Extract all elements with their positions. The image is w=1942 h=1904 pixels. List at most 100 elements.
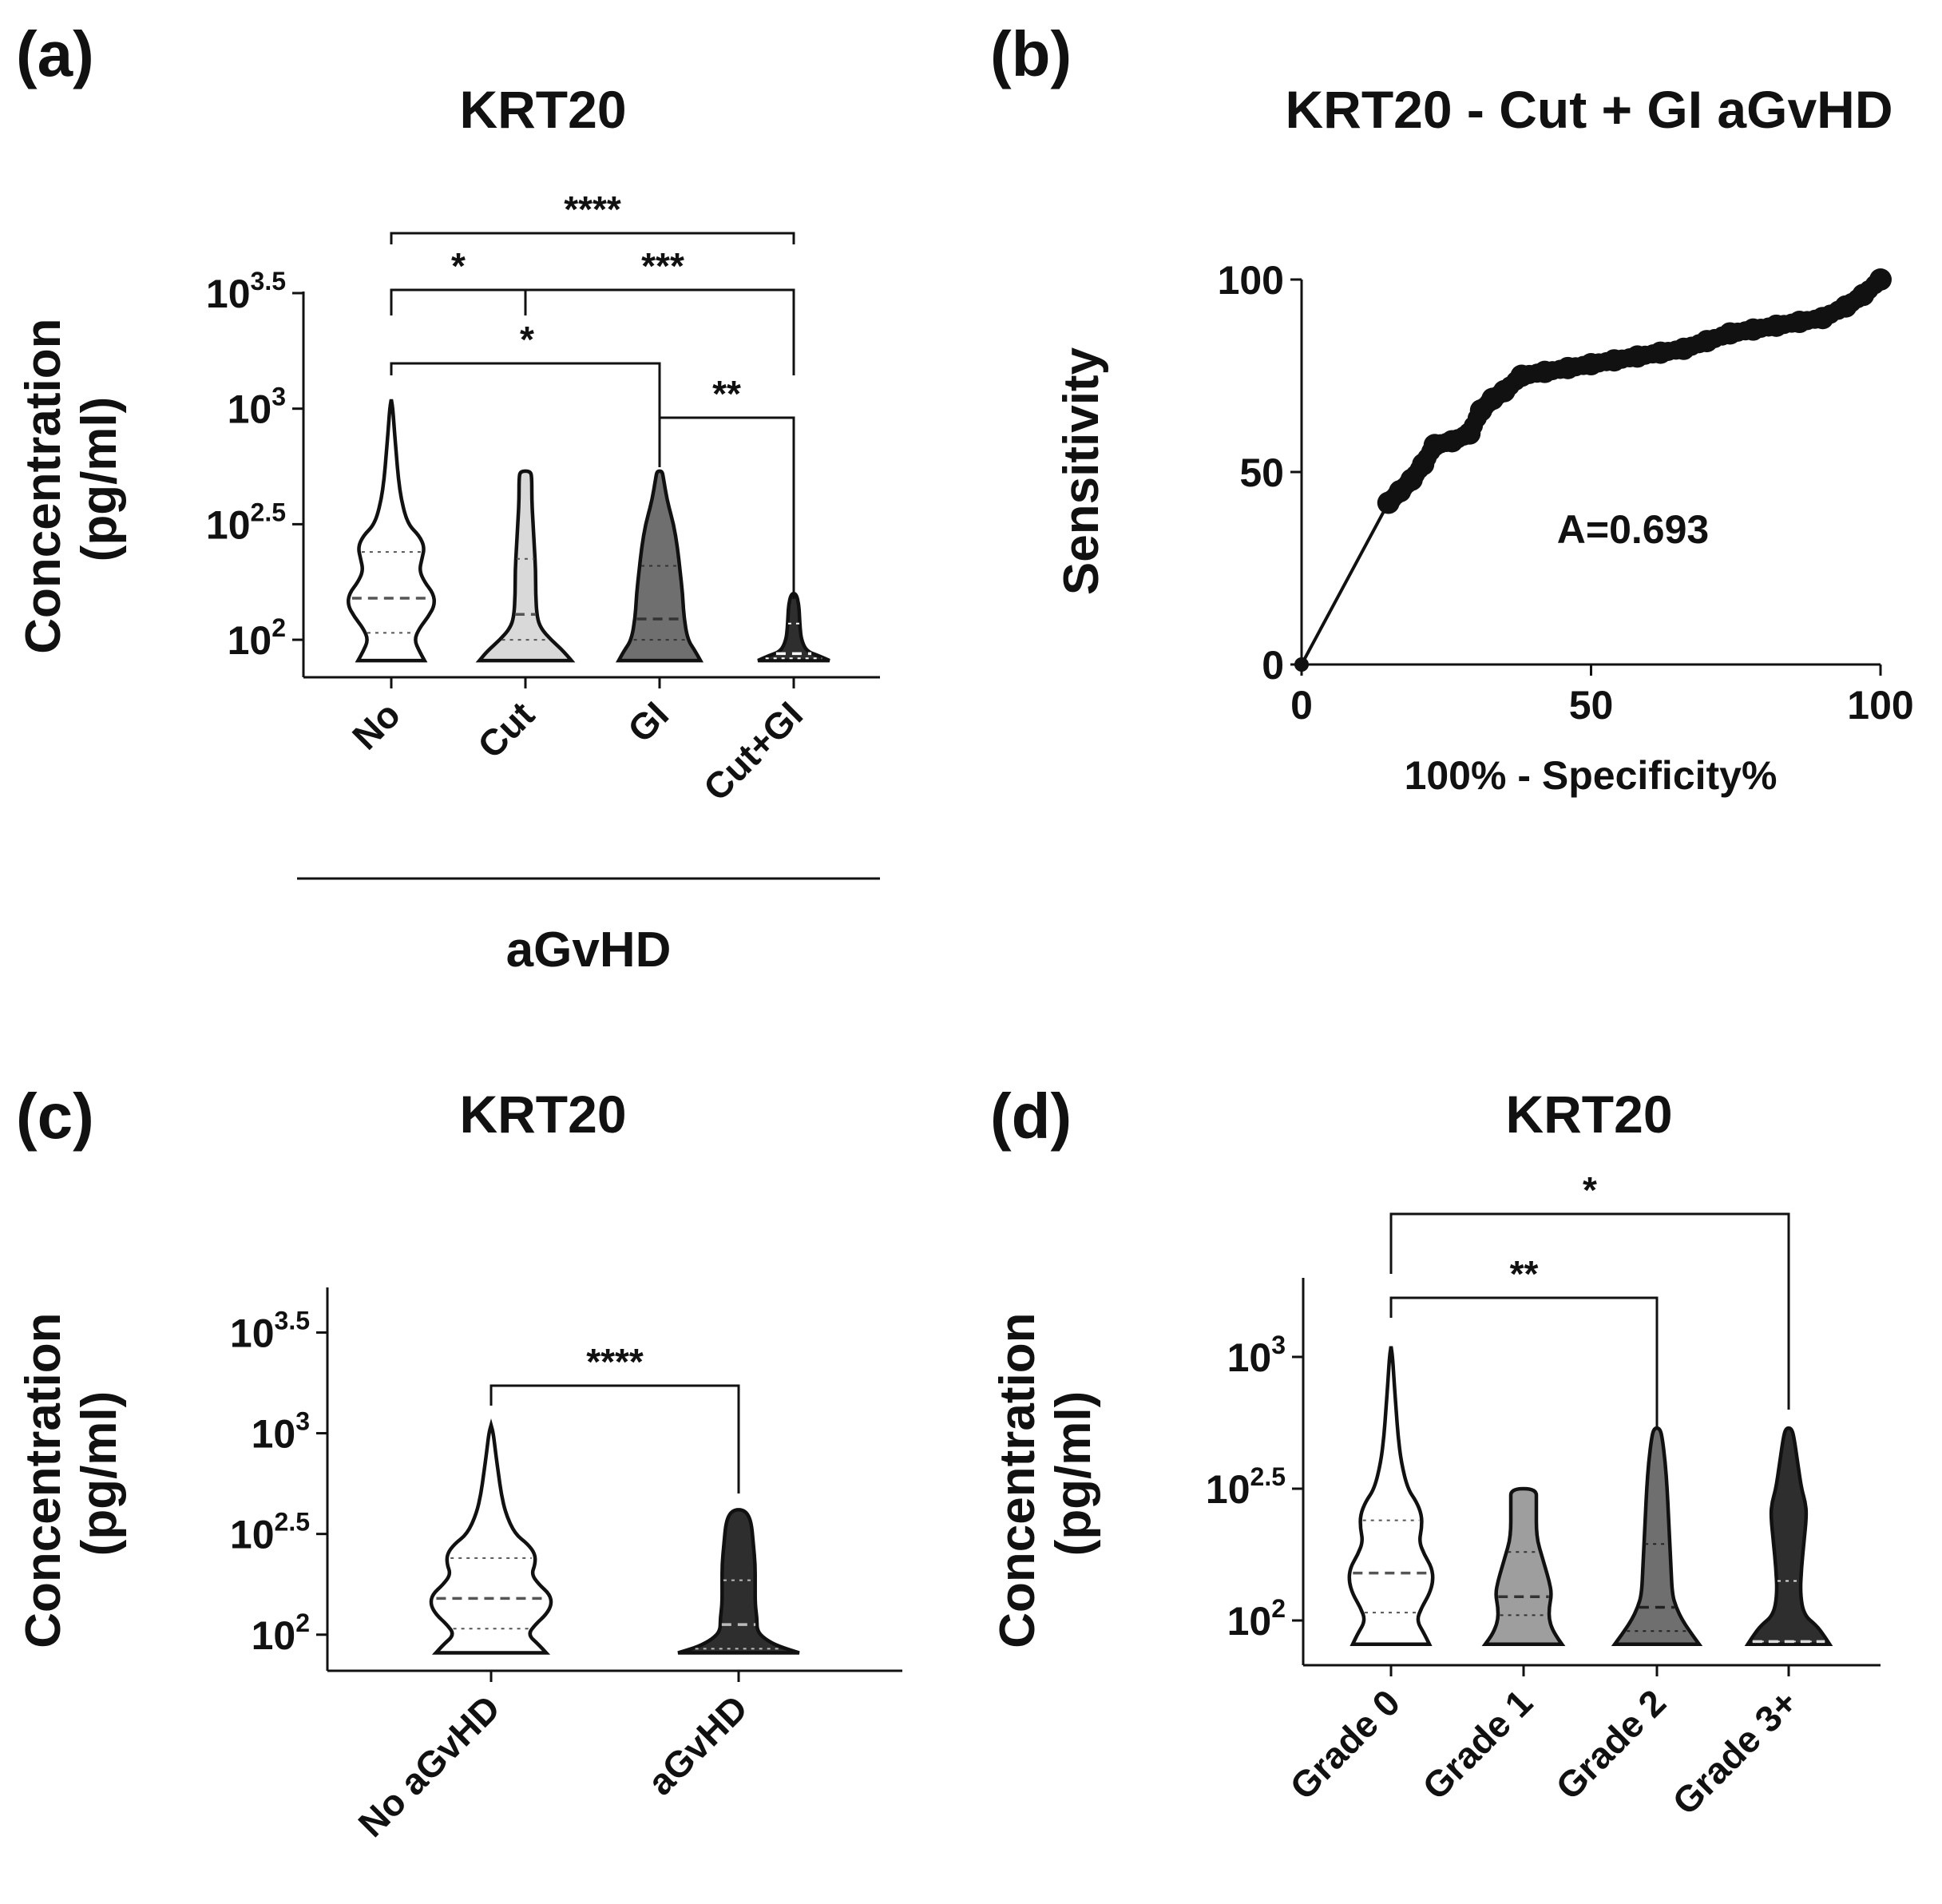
ytick-exponent: 2.5	[1250, 1462, 1286, 1491]
significance-label: *	[520, 319, 534, 360]
panel-d-violins	[1347, 1346, 1833, 1646]
ytick-base: 10	[230, 1513, 275, 1557]
category-label: No aGvHD	[350, 1687, 508, 1845]
panel-a-ylabel-line2: (pg/ml)	[72, 397, 127, 562]
panel-b-axes	[1300, 280, 1881, 666]
ytick-base: 10	[228, 387, 272, 432]
panel-a-ylabel: Concentration (pg/ml)	[16, 304, 127, 653]
ytick-base: 10	[252, 1412, 296, 1457]
panel-a-ylabel-line1: Concentration	[16, 319, 71, 654]
violin-cut	[475, 469, 576, 663]
bracket-line	[1389, 1212, 1790, 1410]
category-label: Grade 0	[1282, 1681, 1408, 1807]
violin-no	[347, 399, 436, 663]
ytick-label: 103.5	[230, 1306, 310, 1355]
panel-c-axes	[326, 1287, 902, 1672]
violin-body	[347, 399, 436, 663]
significance-bracket: ****	[489, 1341, 740, 1493]
significance-label: *	[1583, 1169, 1597, 1211]
xtick-label: 50	[1569, 683, 1614, 728]
category-label: GI	[620, 693, 676, 750]
ytick-label: 103	[1227, 1331, 1286, 1380]
significance-bracket: *	[1389, 1169, 1790, 1410]
violin-cut-gi	[757, 591, 830, 663]
panel-b-title: KRT20 - Cut + GI aGvHD	[1286, 80, 1893, 139]
violin-grade-1	[1481, 1486, 1566, 1646]
panel-c-title: KRT20	[459, 1085, 626, 1144]
violin-body	[677, 1508, 800, 1655]
ytick-label: 102	[252, 1608, 310, 1658]
panel-d-axes	[1302, 1278, 1881, 1667]
ytick-exponent: 2.5	[275, 1508, 310, 1537]
bracket-line	[390, 362, 661, 467]
panel-c-significance: ****	[489, 1341, 740, 1493]
panel-a-violins	[347, 399, 830, 663]
ytick-base: 10	[1206, 1467, 1250, 1512]
panel-b-ylabel: Sensitivity	[1054, 347, 1109, 595]
significance-bracket: *	[390, 319, 661, 467]
ytick-exponent: 2	[295, 1608, 310, 1637]
xtick-label: 100	[1847, 683, 1913, 728]
panel-a-title: KRT20	[459, 80, 626, 139]
ytick-exponent: 3	[1271, 1331, 1286, 1359]
ytick-base: 10	[228, 618, 272, 663]
significance-label: ****	[586, 1341, 644, 1382]
significance-bracket: **	[1389, 1253, 1659, 1430]
panel-b-ticks: 0 50 100 0 50 100	[1218, 258, 1914, 728]
bracket-line	[489, 1384, 740, 1493]
significance-bracket: *	[390, 245, 527, 315]
panel-d-significance: ***	[1389, 1169, 1790, 1430]
violin-body	[475, 469, 576, 663]
ytick-exponent: 3	[295, 1407, 310, 1436]
category-label: No	[344, 693, 408, 757]
bracket-line	[658, 416, 795, 599]
ytick-exponent: 2	[1271, 1594, 1286, 1623]
panel-a-significance: ***** ******	[390, 188, 795, 599]
significance-label: ***	[641, 245, 684, 287]
panel-c-category-labels: No aGvHD aGvHD	[350, 1671, 755, 1845]
ytick-base: 10	[206, 272, 251, 316]
significance-bracket: ***	[524, 245, 795, 375]
significance-label: **	[1510, 1253, 1539, 1295]
roc-line	[1300, 278, 1882, 665]
roc-point	[1294, 657, 1309, 672]
violin-grade-2	[1611, 1426, 1703, 1646]
panel-b-auc-annotation: A=0.693	[1557, 507, 1709, 552]
violin-body	[1481, 1486, 1566, 1646]
panel-a: (a) KRT20 Concentration (pg/ml) 103.5103…	[16, 18, 880, 978]
significance-label: **	[712, 373, 741, 415]
significance-label: *	[451, 245, 466, 287]
roc-point	[1869, 268, 1892, 291]
panel-d-ylabel: Concentration (pg/ml)	[990, 1299, 1101, 1648]
ytick-label: 102.5	[206, 498, 286, 547]
panel-d-letter: (d)	[990, 1081, 1072, 1152]
panel-c-ylabel: Concentration (pg/ml)	[16, 1299, 127, 1648]
category-label: Grade 3+	[1664, 1681, 1805, 1823]
ytick-exponent: 3.5	[251, 267, 286, 296]
category-label: Cut+GI	[696, 693, 810, 808]
ytick-exponent: 2	[271, 613, 286, 642]
ytick-label: 0	[1262, 643, 1284, 688]
ytick-label: 102	[228, 613, 286, 663]
panel-a-xlabel: aGvHD	[506, 922, 672, 978]
ytick-exponent: 2.5	[251, 498, 286, 526]
panel-b-roc-curve	[1294, 268, 1892, 672]
bracket-line	[390, 232, 795, 244]
violin-gi	[615, 469, 704, 663]
ytick-base: 10	[206, 502, 251, 547]
violin-body	[1611, 1426, 1703, 1646]
ytick-label: 103	[252, 1407, 310, 1457]
ytick-label: 103.5	[206, 267, 286, 316]
violin-grade-0	[1347, 1346, 1435, 1646]
panel-c-ylabel-line1: Concentration	[16, 1313, 71, 1648]
violin-body	[757, 591, 830, 663]
panel-d-ylabel-line2: (pg/ml)	[1046, 1391, 1101, 1557]
panel-b-letter: (b)	[990, 18, 1072, 89]
category-label: Grade 1	[1414, 1681, 1540, 1807]
category-label: Cut	[470, 693, 542, 766]
panel-a-letter: (a)	[16, 18, 94, 89]
category-label: Grade 2	[1548, 1681, 1674, 1807]
